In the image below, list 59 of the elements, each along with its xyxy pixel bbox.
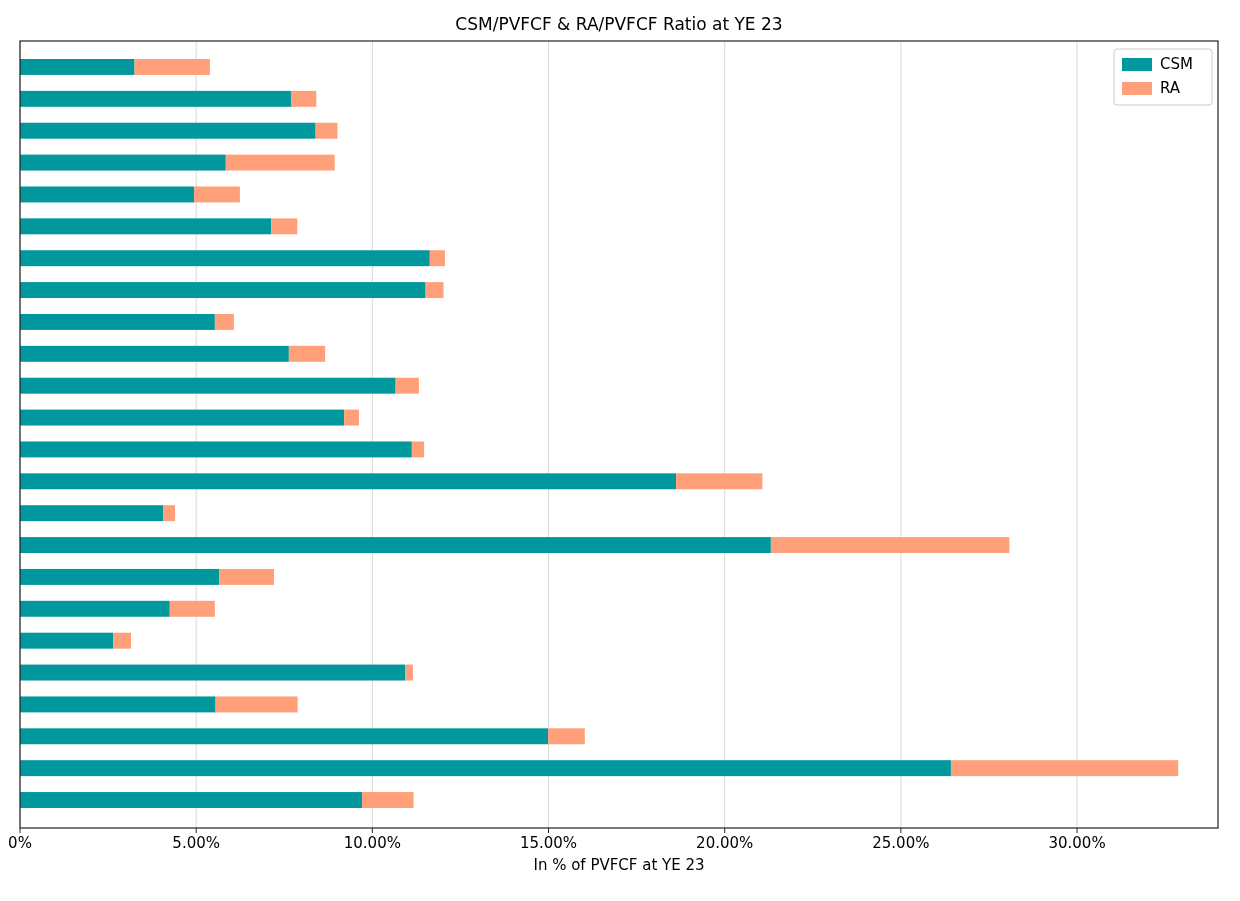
bar [20, 377, 396, 394]
bar [20, 90, 291, 107]
bar [362, 792, 414, 808]
bar [20, 568, 220, 585]
bar [20, 59, 135, 75]
bar [20, 154, 226, 171]
bar [20, 632, 114, 649]
bar [134, 59, 210, 75]
bar [20, 664, 406, 681]
bar [225, 154, 335, 171]
bar [215, 696, 298, 713]
bar [288, 345, 326, 362]
bar [20, 505, 164, 522]
bar [20, 282, 426, 299]
bar [20, 728, 549, 745]
bar [290, 90, 317, 107]
bar [429, 250, 445, 267]
bar [20, 760, 951, 777]
bar [271, 218, 298, 235]
bar [194, 186, 240, 203]
x-tick-label: 10.00% [343, 834, 401, 852]
bar [219, 568, 275, 585]
x-tick-label: 15.00% [519, 834, 578, 852]
bar [20, 186, 195, 203]
bar [169, 600, 215, 617]
bar [405, 664, 413, 681]
bar [676, 473, 763, 490]
bar [20, 696, 216, 713]
bar [20, 409, 345, 426]
bar [20, 600, 170, 617]
bar [770, 537, 1010, 554]
bar [20, 345, 289, 362]
legend-label: CSM [1160, 55, 1193, 73]
x-tick-label: 0% [8, 834, 32, 852]
x-tick-label: 20.00% [696, 834, 754, 852]
bar [20, 441, 412, 458]
bar [395, 377, 419, 394]
bar [214, 313, 234, 330]
bar [20, 313, 215, 330]
x-tick-label: 30.00% [1048, 834, 1106, 852]
bar [20, 537, 771, 554]
chart-title: CSM/PVFCF & RA/PVFCF Ratio at YE 23 [455, 14, 783, 34]
x-axis-title: In % of PVFCF at YE 23 [533, 856, 705, 874]
bar [411, 441, 425, 458]
bar [20, 250, 430, 267]
bar [113, 632, 131, 649]
bar [315, 122, 338, 139]
legend-label: RA [1160, 79, 1181, 97]
bar [20, 473, 677, 490]
bar [950, 760, 1179, 777]
bar [20, 792, 363, 808]
x-tick-label: 25.00% [872, 834, 930, 852]
bar [425, 282, 444, 299]
bar [548, 728, 585, 745]
x-tick-label: 5.00% [172, 834, 220, 852]
bar [20, 218, 272, 235]
bar [163, 505, 176, 522]
bar [344, 409, 359, 426]
bar [20, 122, 316, 139]
